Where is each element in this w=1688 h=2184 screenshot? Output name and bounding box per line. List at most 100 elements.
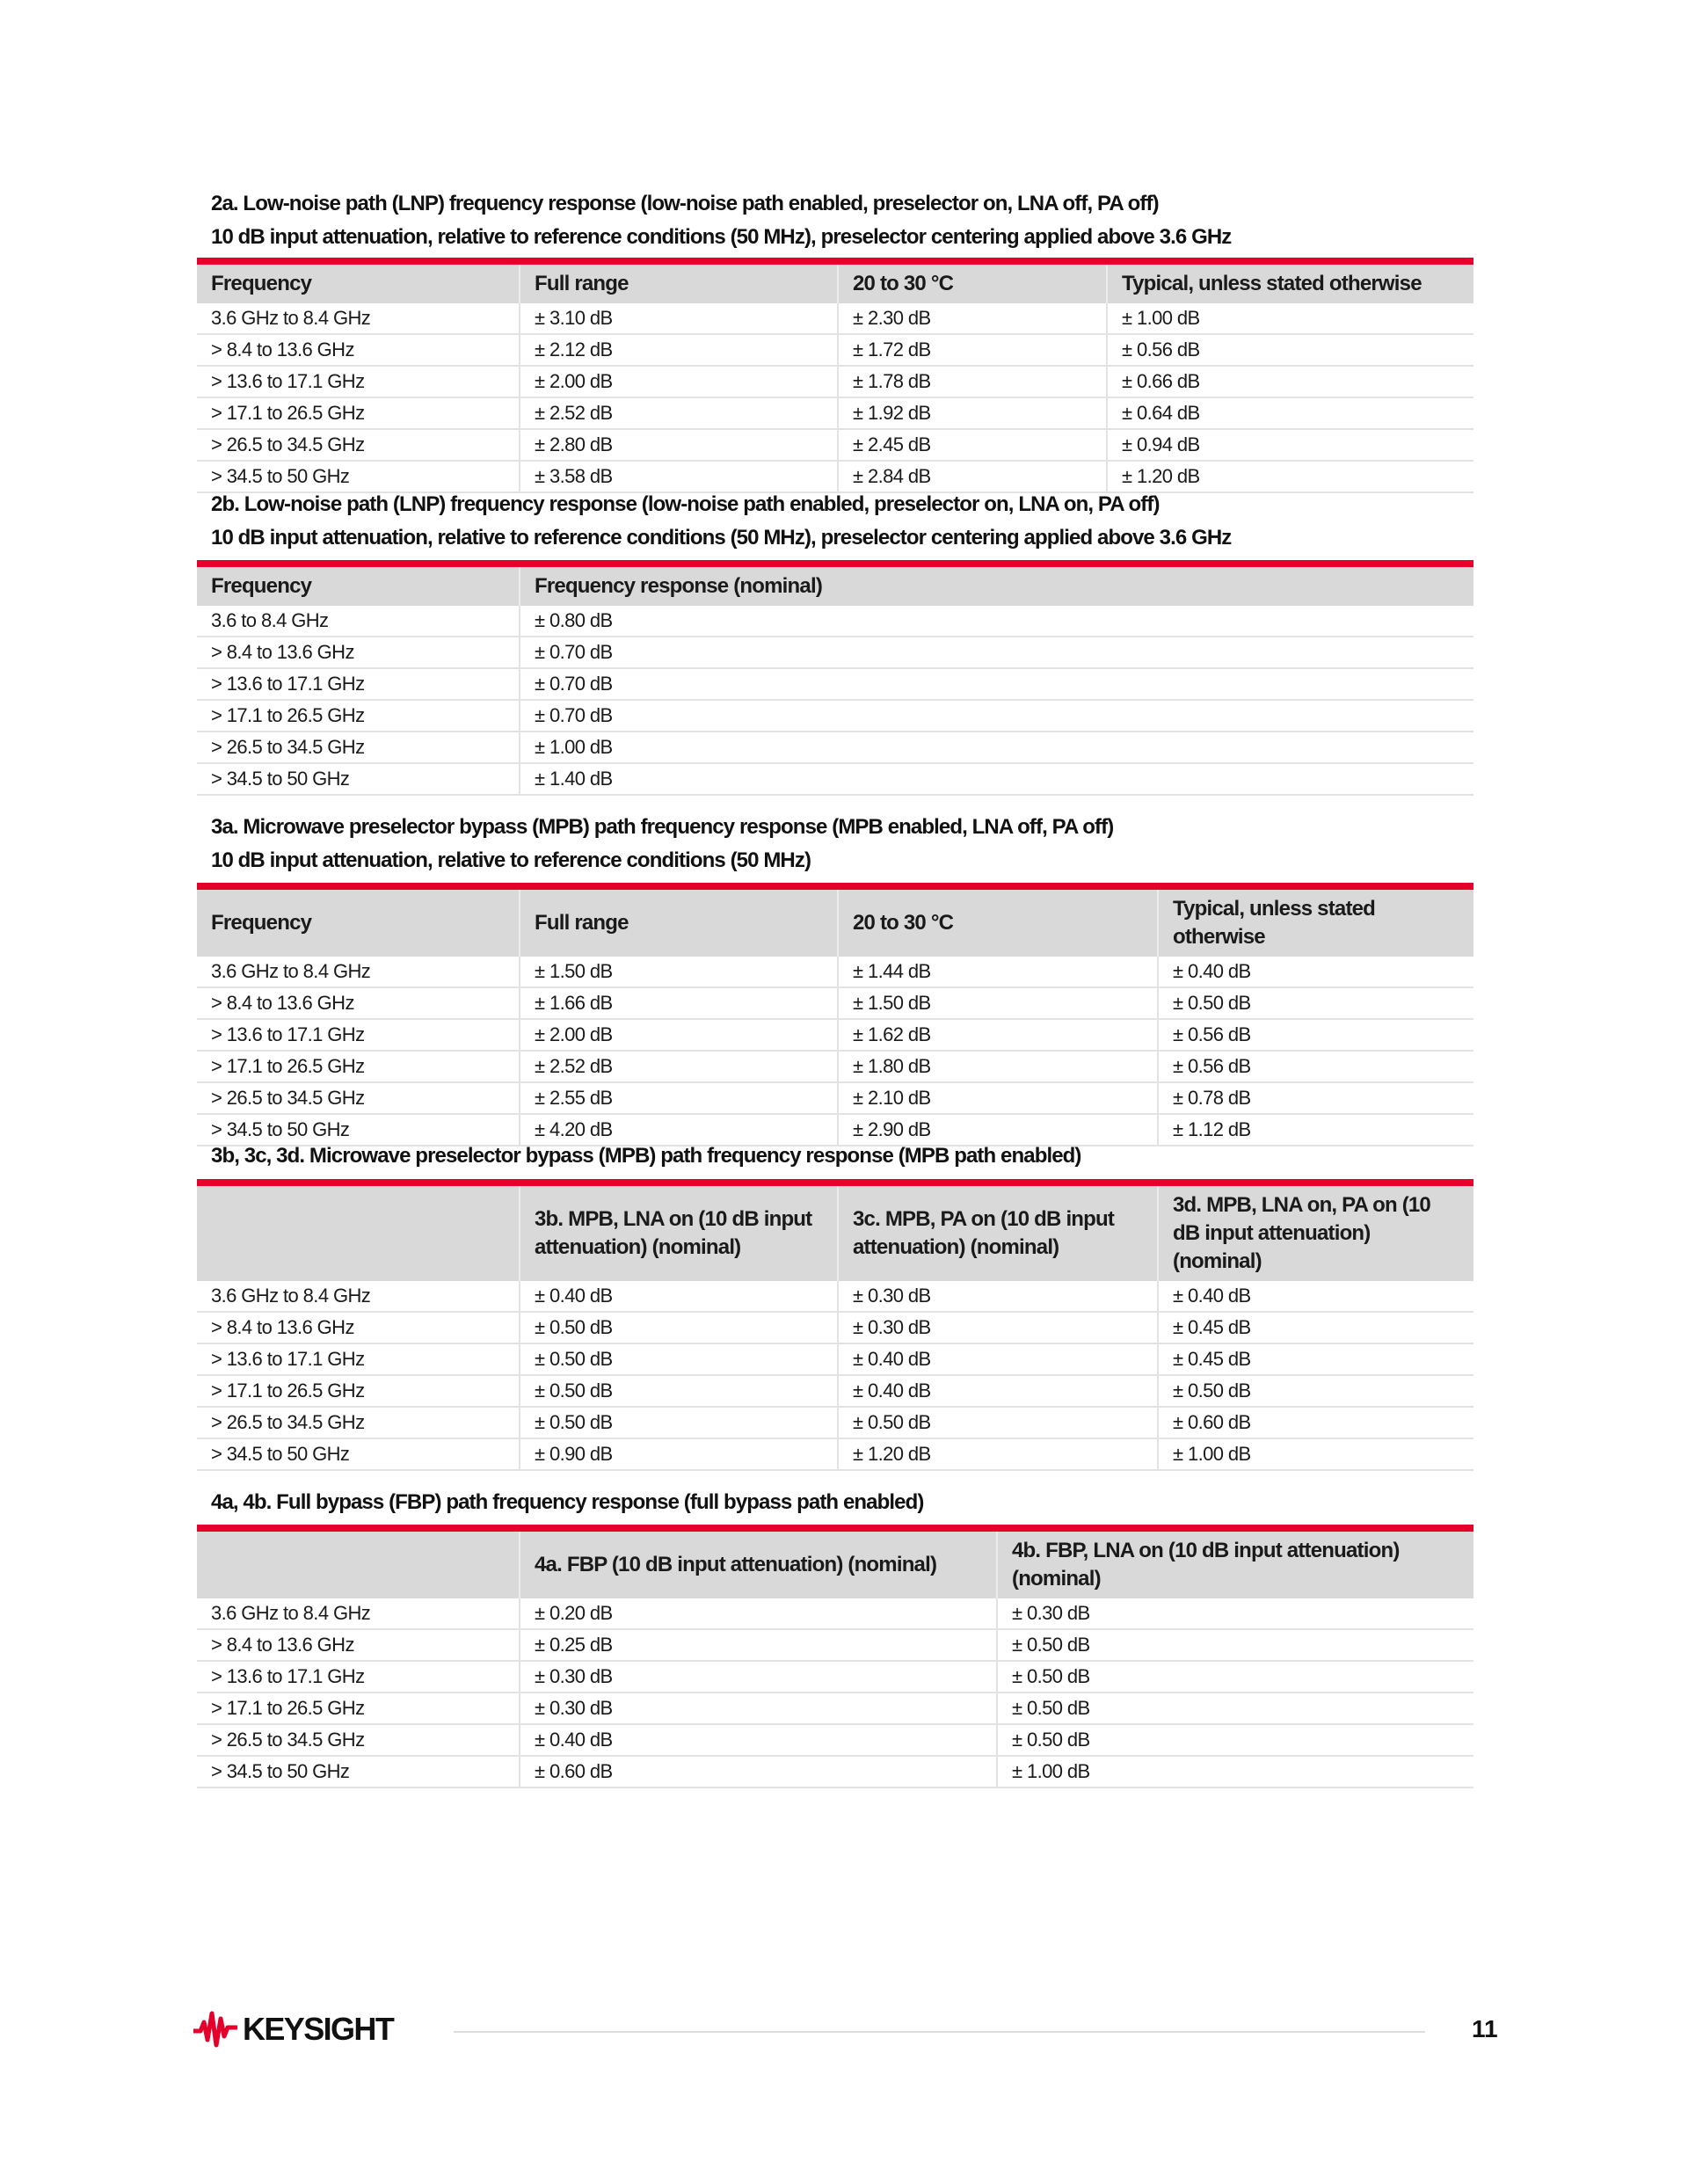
frequency-cell: > 34.5 to 50 GHz bbox=[211, 465, 350, 487]
frequency-cell: > 26.5 to 34.5 GHz bbox=[211, 736, 365, 758]
column-header: Frequency bbox=[211, 911, 312, 935]
frequency-cell: > 26.5 to 34.5 GHz bbox=[211, 1087, 365, 1109]
value-cell: ± 2.52 dB bbox=[519, 1052, 837, 1081]
table-row: > 13.6 to 17.1 GHz ± 2.00 dB ± 1.62 dB ± 0.… bbox=[197, 1020, 1473, 1052]
value-cell: ± 0.60 dB bbox=[519, 1757, 996, 1787]
column-header: Typical, unless stated otherwise bbox=[1157, 890, 1473, 957]
value-cell: ± 0.70 dB bbox=[519, 701, 1473, 731]
table-accent-bar bbox=[197, 258, 1473, 265]
table-row: > 8.4 to 13.6 GHz ± 0.25 dB ± 0.50 dB bbox=[197, 1630, 1473, 1662]
table-title-line: 3a. Microwave preselector bypass (MPB) p… bbox=[211, 815, 1114, 839]
column-header: Frequency response (nominal) bbox=[519, 567, 1473, 606]
frequency-cell: > 8.4 to 13.6 GHz bbox=[211, 992, 354, 1014]
table-row: 3.6 GHz to 8.4 GHz ± 1.50 dB ± 1.44 dB ± 0.… bbox=[197, 957, 1473, 988]
column-header: 3d. MPB, LNA on, PA on (10 dB input atte… bbox=[1157, 1186, 1473, 1281]
table-row: > 13.6 to 17.1 GHz ± 0.70 dB bbox=[197, 669, 1473, 701]
frequency-cell: 3.6 to 8.4 GHz bbox=[211, 609, 329, 631]
frequency-cell: 3.6 GHz to 8.4 GHz bbox=[211, 1602, 371, 1624]
column-header: 4a. FBP (10 dB input attenuation) (nomin… bbox=[519, 1532, 996, 1598]
page-number: 11 bbox=[1472, 2015, 1498, 2042]
value-cell: ± 0.50 dB bbox=[1157, 988, 1473, 1018]
table-row: > 8.4 to 13.6 GHz ± 1.66 dB ± 1.50 dB ± 0.5… bbox=[197, 988, 1473, 1020]
value-cell: ± 1.00 dB bbox=[1106, 303, 1473, 333]
spec-table: 3b. MPB, LNA on (10 dB input attenuation… bbox=[197, 1179, 1473, 1471]
spec-table: 4a. FBP (10 dB input attenuation) (nomin… bbox=[197, 1525, 1473, 1788]
value-cell: ± 2.55 dB bbox=[519, 1083, 837, 1113]
table-title-line: 2b. Low-noise path (LNP) frequency respo… bbox=[211, 492, 1160, 516]
column-header: 20 to 30 °C bbox=[837, 890, 1157, 957]
value-cell: ± 1.92 dB bbox=[837, 398, 1106, 428]
table-row: > 34.5 to 50 GHz ± 0.60 dB ± 1.00 dB bbox=[197, 1757, 1473, 1788]
table-title: 2b. Low-noise path (LNP) frequency respo… bbox=[211, 488, 1232, 555]
value-cell: ± 0.66 dB bbox=[1106, 367, 1473, 397]
frequency-cell: > 34.5 to 50 GHz bbox=[211, 1443, 350, 1465]
value-cell: ± 0.50 dB bbox=[996, 1662, 1473, 1692]
value-cell: ± 0.94 dB bbox=[1106, 430, 1473, 460]
table-title-line: 4a, 4b. Full bypass (FBP) path frequency… bbox=[211, 1490, 924, 1514]
table-title-line: 10 dB input attenuation, relative to ref… bbox=[211, 225, 1232, 249]
value-cell: ± 1.44 dB bbox=[837, 957, 1157, 986]
value-cell: ± 1.20 dB bbox=[837, 1439, 1157, 1469]
table-accent-bar bbox=[197, 1525, 1473, 1532]
table-title: 2a. Low-noise path (LNP) frequency respo… bbox=[211, 187, 1232, 254]
footer-divider bbox=[454, 2031, 1425, 2033]
value-cell: ± 1.50 dB bbox=[837, 988, 1157, 1018]
value-cell: ± 0.50 dB bbox=[996, 1725, 1473, 1755]
value-cell: ± 0.45 dB bbox=[1157, 1344, 1473, 1374]
value-cell: ± 0.70 dB bbox=[519, 637, 1473, 667]
frequency-cell: > 26.5 to 34.5 GHz bbox=[211, 433, 365, 455]
value-cell: ± 0.40 dB bbox=[519, 1725, 996, 1755]
frequency-cell: > 8.4 to 13.6 GHz bbox=[211, 641, 354, 663]
value-cell: ± 1.00 dB bbox=[1157, 1439, 1473, 1469]
table-row: 3.6 GHz to 8.4 GHz ± 0.40 dB ± 0.30 dB ± 0.… bbox=[197, 1281, 1473, 1313]
frequency-cell: > 8.4 to 13.6 GHz bbox=[211, 339, 354, 360]
value-cell: ± 0.40 dB bbox=[519, 1281, 837, 1311]
frequency-cell: > 13.6 to 17.1 GHz bbox=[211, 673, 365, 695]
value-cell: ± 1.66 dB bbox=[519, 988, 837, 1018]
value-cell: ± 0.56 dB bbox=[1106, 335, 1473, 365]
frequency-cell: > 17.1 to 26.5 GHz bbox=[211, 402, 365, 424]
table-row: > 26.5 to 34.5 GHz ± 2.55 dB ± 2.10 dB ± 0.… bbox=[197, 1083, 1473, 1115]
frequency-cell: > 13.6 to 17.1 GHz bbox=[211, 1348, 365, 1370]
value-cell: ± 1.00 dB bbox=[996, 1757, 1473, 1787]
frequency-cell: > 17.1 to 26.5 GHz bbox=[211, 704, 365, 726]
table-row: > 13.6 to 17.1 GHz ± 0.50 dB ± 0.40 dB ± 0.… bbox=[197, 1344, 1473, 1376]
column-header: 20 to 30 °C bbox=[837, 265, 1106, 303]
table-row: > 13.6 to 17.1 GHz ± 2.00 dB ± 1.78 dB ± 0.… bbox=[197, 367, 1473, 398]
value-cell: ± 2.45 dB bbox=[837, 430, 1106, 460]
value-cell: ± 2.80 dB bbox=[519, 430, 837, 460]
table-row: > 17.1 to 26.5 GHz ± 2.52 dB ± 1.92 dB ± 0.… bbox=[197, 398, 1473, 430]
spec-table: Frequency Full range 20 to 30 °C Typical, u… bbox=[197, 883, 1473, 1147]
value-cell: ± 2.10 dB bbox=[837, 1083, 1157, 1113]
value-cell: ± 0.45 dB bbox=[1157, 1313, 1473, 1343]
value-cell: ± 0.30 dB bbox=[519, 1693, 996, 1723]
value-cell: ± 4.20 dB bbox=[519, 1115, 837, 1145]
frequency-cell: > 17.1 to 26.5 GHz bbox=[211, 1697, 365, 1719]
value-cell: ± 0.30 dB bbox=[519, 1662, 996, 1692]
table-row: 3.6 GHz to 8.4 GHz ± 3.10 dB ± 2.30 dB ± 1.… bbox=[197, 303, 1473, 335]
value-cell: ± 2.30 dB bbox=[837, 303, 1106, 333]
column-header: 4b. FBP, LNA on (10 dB input attenuation… bbox=[996, 1532, 1473, 1598]
table-header-row: 3b. MPB, LNA on (10 dB input attenuation… bbox=[197, 1186, 1473, 1281]
value-cell: ± 0.50 dB bbox=[996, 1693, 1473, 1723]
value-cell: ± 1.80 dB bbox=[837, 1052, 1157, 1081]
table-title-line: 3b, 3c, 3d. Microwave preselector bypass… bbox=[211, 1144, 1081, 1168]
value-cell: ± 2.12 dB bbox=[519, 335, 837, 365]
spec-table: Frequency Frequency response (nominal) 3.6… bbox=[197, 560, 1473, 796]
value-cell: ± 0.64 dB bbox=[1106, 398, 1473, 428]
value-cell: ± 0.50 dB bbox=[519, 1408, 837, 1438]
table-title-line: 10 dB input attenuation, relative to ref… bbox=[211, 848, 811, 872]
table-row: > 17.1 to 26.5 GHz ± 0.30 dB ± 0.50 dB bbox=[197, 1693, 1473, 1725]
table-row: > 34.5 to 50 GHz ± 4.20 dB ± 2.90 dB ± 1.12… bbox=[197, 1115, 1473, 1147]
value-cell: ± 0.56 dB bbox=[1157, 1052, 1473, 1081]
column-header: Frequency bbox=[211, 272, 312, 295]
value-cell: ± 1.40 dB bbox=[519, 764, 1473, 794]
column-header: 3b. MPB, LNA on (10 dB input attenuation… bbox=[519, 1186, 837, 1281]
column-header bbox=[197, 1186, 519, 1281]
table-accent-bar bbox=[197, 560, 1473, 567]
table-header-row: Frequency Full range 20 to 30 °C Typical, u… bbox=[197, 890, 1473, 957]
table-header-row: Frequency Full range 20 to 30 °C Typical, u… bbox=[197, 265, 1473, 303]
table-title: 3a. Microwave preselector bypass (MPB) p… bbox=[211, 811, 1114, 877]
value-cell: ± 0.30 dB bbox=[837, 1313, 1157, 1343]
frequency-cell: > 34.5 to 50 GHz bbox=[211, 1118, 350, 1140]
